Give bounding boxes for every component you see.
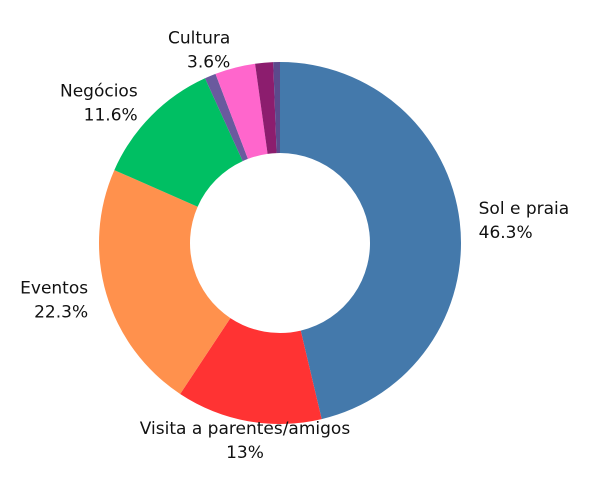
- slice-value-label: 11.6%: [84, 105, 138, 125]
- donut-slice: [98, 170, 231, 394]
- slice-label: Eventos: [20, 278, 88, 298]
- slice-value-label: 13%: [226, 443, 264, 463]
- donut-slice: [114, 78, 243, 207]
- slice-label: Visita a parentes/amigos: [140, 419, 351, 439]
- slice-label: Cultura: [168, 28, 230, 48]
- donut-slice: [180, 318, 322, 424]
- donut-slice: [280, 62, 462, 420]
- donut-slice: [273, 62, 280, 154]
- donut-slice: [204, 73, 248, 162]
- slice-label: Sol e praia: [479, 199, 570, 219]
- slice-label: Negócios: [60, 81, 138, 101]
- donut-slice: [255, 62, 277, 154]
- slice-value-label: 3.6%: [187, 52, 230, 72]
- slice-value-label: 46.3%: [479, 223, 533, 243]
- donut-slice: [215, 63, 268, 159]
- slice-value-label: 22.3%: [34, 302, 88, 322]
